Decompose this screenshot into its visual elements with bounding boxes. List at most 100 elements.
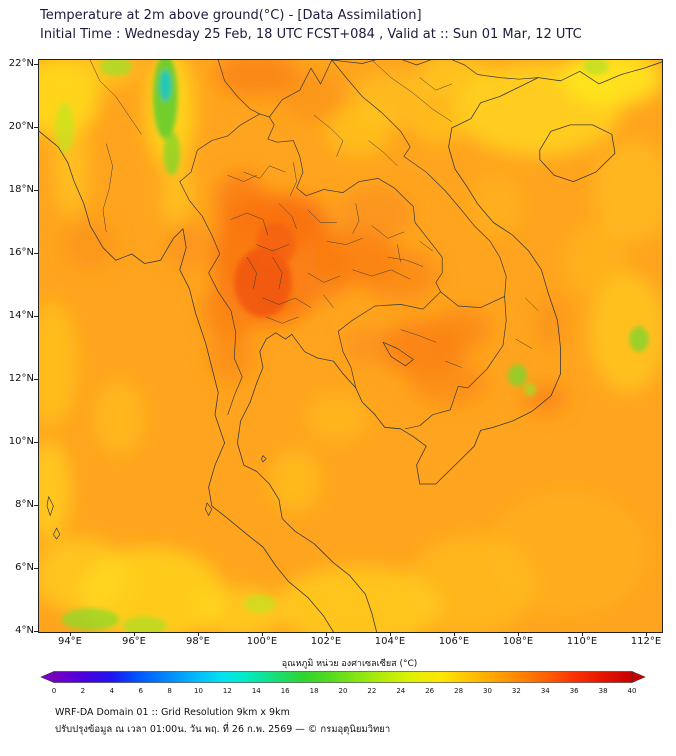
colorbar-tick-label: 34 [540, 687, 550, 695]
province-line [265, 316, 299, 324]
colorbar-tick-label: 12 [222, 687, 232, 695]
province-line [419, 241, 433, 252]
andaman-island [46, 496, 54, 516]
lat-tick-label: 10°N [8, 436, 34, 447]
red-river [371, 60, 453, 122]
colorbar-tick-label: 6 [138, 687, 143, 695]
geo-borders [39, 60, 662, 632]
myanmar-coast [39, 130, 226, 444]
province-line [272, 256, 283, 289]
province-line [230, 212, 269, 236]
province-line [387, 256, 424, 267]
lon-tick-label: 106°E [438, 636, 470, 647]
province-line [278, 203, 297, 230]
peninsula-west-coast [208, 442, 334, 632]
colorbar-tick-label: 16 [280, 687, 290, 695]
laos-north-border [269, 60, 333, 118]
colorbar-tick-label: 22 [367, 687, 377, 695]
colorbar-tick-label: 8 [167, 687, 172, 695]
province-line [256, 244, 289, 252]
hainan-island [539, 124, 616, 182]
peninsula-east-coast [236, 332, 378, 632]
cambodia-laos-border [440, 291, 505, 308]
samui-island [261, 455, 267, 463]
province-line [352, 203, 360, 234]
gulf-indochina-coast [291, 333, 482, 485]
myanmar-division-line [89, 60, 142, 135]
colorbar-tick-label: 40 [627, 687, 637, 695]
lon-tick-label: 94°E [57, 636, 82, 647]
lon-tick-label: 102°E [310, 636, 342, 647]
province-line [419, 77, 453, 91]
myanmar-china-border [217, 60, 261, 115]
colorbar-tick-label: 20 [338, 687, 348, 695]
province-line [525, 297, 539, 311]
vietnam-coast [448, 77, 561, 431]
colorbar-tick-label: 36 [569, 687, 579, 695]
province-line [515, 338, 533, 349]
colorbar-tick-label: 30 [483, 687, 492, 695]
cambodia-vietnam-border [405, 296, 507, 430]
page-subtitle: Initial Time : Wednesday 25 Feb, 18 UTC … [40, 27, 582, 42]
colorbar-tick-label: 28 [454, 687, 464, 695]
colorbar-tick-label: 18 [309, 687, 319, 695]
page-title: Temperature at 2m above ground(°C) - [Da… [40, 8, 422, 23]
colorbar-tick-label: 26 [425, 687, 435, 695]
lat-tick-label: 4°N [15, 625, 34, 636]
lat-tick-label: 22°N [8, 58, 34, 70]
irrawaddy-river [102, 143, 113, 233]
province-line [262, 297, 312, 308]
colorbar-left-arrow [40, 671, 55, 683]
lon-tick-label: 108°E [502, 636, 534, 647]
temperature-field-detail [55, 60, 649, 632]
province-line [323, 294, 334, 308]
colorbar-tick-label: 32 [511, 687, 521, 695]
province-line [307, 272, 341, 283]
colorbar-label: อุณหภูมิ หน่วย องศาเซลเซียส (°C) [281, 659, 418, 669]
vietnam-china-border [331, 60, 539, 80]
province-line [326, 238, 363, 245]
lat-tick-label: 6°N [15, 562, 34, 573]
province-line [307, 209, 337, 223]
laos-vietnam-border [331, 60, 507, 297]
lon-tick-label: 96°E [121, 636, 146, 647]
thailand-cambodia-border [337, 291, 441, 389]
colorbar-right-arrow [631, 671, 646, 683]
lon-tick-label: 104°E [374, 636, 406, 647]
colorbar-tick-label: 14 [251, 687, 261, 695]
lon-tick-label: 98°E [185, 636, 210, 647]
colorbar-tick-label: 38 [598, 687, 608, 695]
province-line [313, 115, 344, 157]
province-line [352, 269, 411, 280]
lat-tick-label: 16°N [8, 247, 34, 259]
lon-tick-label: 112°E [630, 636, 662, 647]
province-line [246, 256, 257, 289]
footer-update-info: ปรับปรุงข้อมูล ณ เวลา 01:00น. วัน พฤ. ที… [55, 724, 391, 735]
china-coast [537, 61, 662, 85]
colorbar-tick-label: 4 [109, 687, 115, 695]
province-line [243, 165, 286, 179]
colorbar-tick-label: 0 [51, 687, 57, 695]
province-line [289, 162, 297, 197]
phuket-island [205, 502, 213, 516]
thailand-laos-border [227, 113, 443, 293]
lon-tick-label: 100°E [246, 636, 278, 647]
tonle-sap-lake [382, 341, 414, 367]
province-line [400, 329, 437, 343]
lat-tick-label: 8°N [15, 499, 34, 510]
colorbar-tick-label: 2 [80, 687, 86, 695]
temperature-field-map [39, 60, 662, 632]
lat-tick-label: 18°N [8, 184, 34, 196]
andaman-island [53, 527, 61, 540]
map-plot-area [38, 59, 663, 633]
myanmar-thailand-border [179, 135, 243, 416]
colorbar [40, 671, 646, 683]
lat-tick-label: 12°N [8, 373, 34, 385]
province-line [227, 175, 257, 182]
province-line [368, 140, 398, 167]
lon-tick-label: 110°E [566, 636, 598, 647]
colorbar-tick-label: 24 [396, 687, 406, 695]
lat-tick-label: 14°N [8, 310, 34, 322]
colorbar-tick-label: 10 [194, 687, 203, 695]
